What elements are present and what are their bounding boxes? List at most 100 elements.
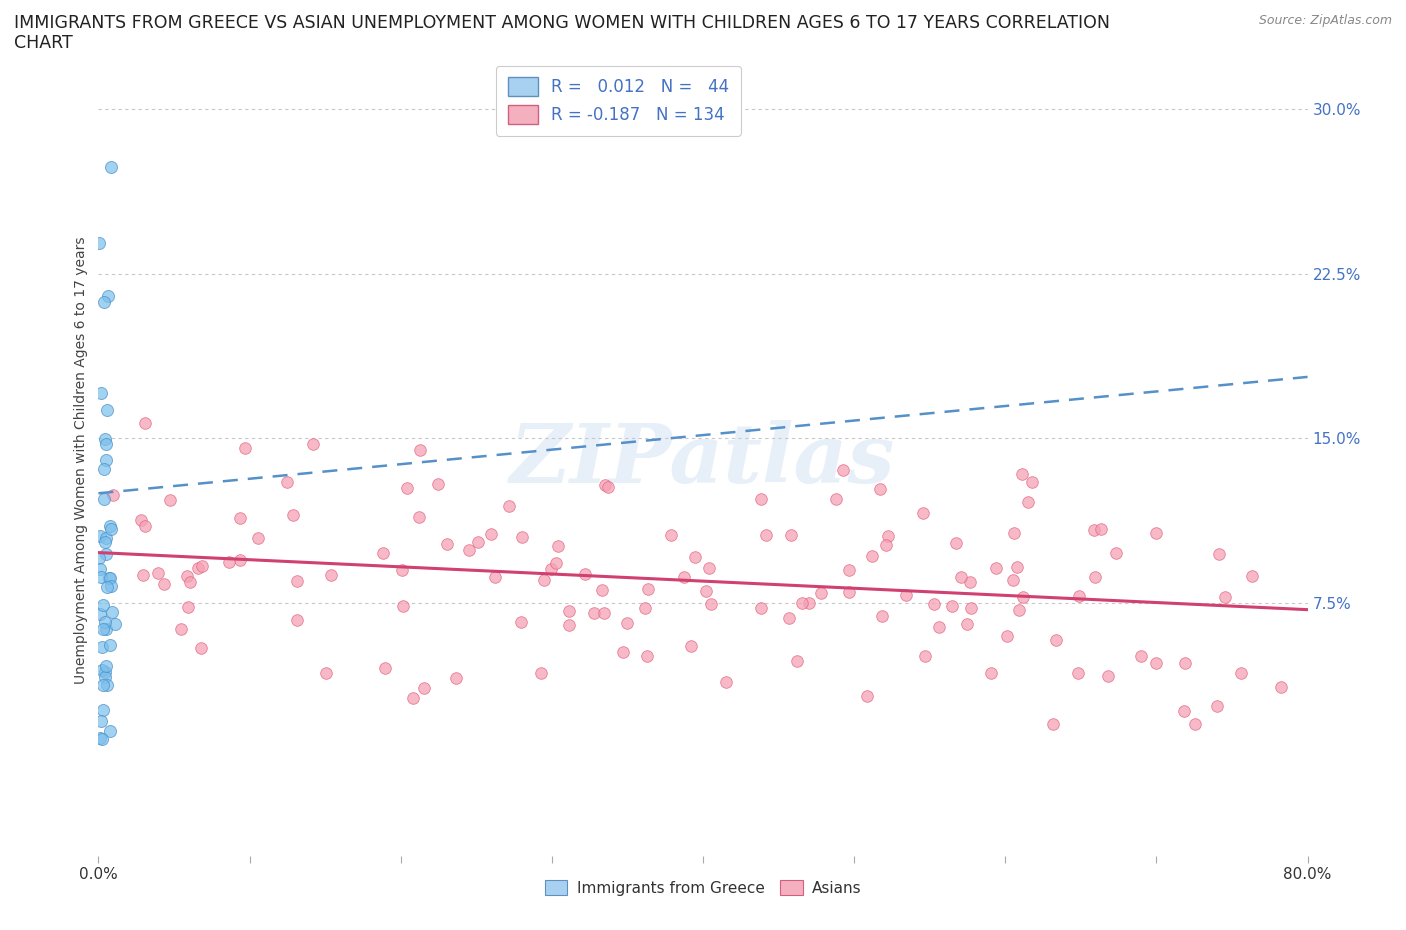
Point (1012, 590, 1035, 604)
Point (1042, 716, 1064, 731)
Point (100, 160, 122, 175)
Point (96, 579, 118, 594)
Point (90, 570, 112, 585)
Point (950, 569, 973, 584)
Point (315, 666, 337, 681)
Point (1090, 522, 1112, 537)
Point (412, 681, 434, 696)
Point (479, 526, 502, 541)
Text: ZIPatlas: ZIPatlas (510, 420, 896, 500)
Point (91, 621, 114, 636)
Point (93, 461, 115, 476)
Point (281, 508, 304, 523)
Point (1021, 474, 1043, 489)
Point (911, 506, 934, 521)
Point (779, 527, 801, 542)
Point (824, 492, 846, 507)
Point (1144, 656, 1167, 671)
Point (695, 583, 717, 598)
Point (100, 522, 122, 537)
Point (190, 559, 212, 574)
Point (129, 512, 152, 527)
Point (558, 603, 581, 618)
Point (276, 474, 298, 489)
Point (94, 614, 117, 629)
Point (444, 671, 467, 686)
Point (592, 605, 614, 620)
Point (832, 463, 855, 478)
Point (148, 565, 170, 580)
Point (94, 547, 117, 562)
Point (134, 416, 156, 431)
Point (1174, 656, 1197, 671)
Point (683, 550, 706, 565)
Legend: Immigrants from Greece, Asians: Immigrants from Greece, Asians (537, 872, 869, 903)
Point (1097, 668, 1119, 683)
Point (1184, 716, 1206, 731)
Point (876, 528, 898, 543)
Point (1241, 569, 1264, 584)
Point (89, 562, 111, 577)
Point (408, 510, 430, 525)
Point (1011, 467, 1033, 482)
Point (1229, 666, 1251, 681)
Point (98, 724, 121, 738)
Point (436, 537, 458, 551)
Point (94, 670, 117, 684)
Point (467, 535, 489, 550)
Point (637, 581, 659, 596)
Point (96, 678, 118, 693)
Point (1206, 698, 1229, 713)
Point (659, 527, 682, 542)
Point (100, 579, 122, 594)
Point (510, 529, 533, 544)
Point (101, 487, 124, 502)
Point (91, 640, 114, 655)
Point (395, 481, 418, 496)
Point (285, 574, 308, 589)
Point (94, 535, 117, 550)
Text: CHART: CHART (14, 34, 73, 52)
Point (426, 477, 449, 492)
Point (557, 618, 579, 632)
Point (1005, 560, 1028, 575)
Point (1067, 589, 1090, 604)
Point (94, 452, 117, 467)
Point (700, 597, 723, 612)
Point (1084, 570, 1107, 585)
Point (714, 674, 737, 689)
Point (89, 606, 111, 621)
Point (484, 569, 506, 584)
Point (980, 666, 1002, 681)
Point (1067, 666, 1090, 681)
Point (458, 543, 481, 558)
Point (749, 491, 772, 506)
Point (673, 570, 696, 585)
Point (869, 482, 891, 497)
Point (97, 289, 120, 304)
Point (928, 619, 950, 634)
Point (679, 638, 702, 653)
Point (233, 440, 256, 455)
Point (960, 601, 983, 616)
Point (956, 617, 979, 631)
Point (218, 554, 240, 569)
Point (984, 561, 1007, 576)
Point (810, 585, 832, 600)
Point (786, 654, 808, 669)
Point (170, 621, 193, 636)
Point (96, 658, 118, 673)
Point (697, 561, 720, 576)
Text: Source: ZipAtlas.com: Source: ZipAtlas.com (1258, 14, 1392, 27)
Point (134, 519, 156, 534)
Point (995, 629, 1018, 644)
Point (104, 617, 127, 631)
Point (1083, 523, 1105, 538)
Point (860, 548, 883, 563)
Point (89, 731, 111, 746)
Point (1208, 547, 1230, 562)
Point (582, 605, 605, 620)
Point (90, 385, 112, 400)
Point (591, 582, 613, 597)
Point (838, 585, 860, 600)
